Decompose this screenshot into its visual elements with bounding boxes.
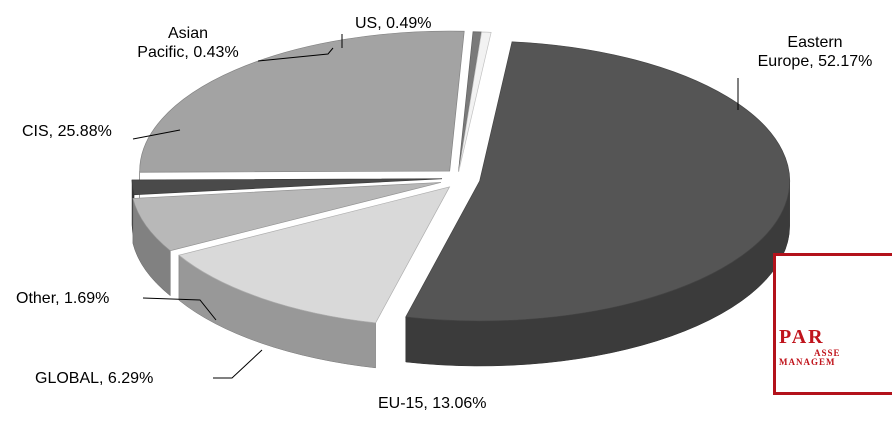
leader-line-5 [213,349,263,379]
label-eu15: EU-15, 13.06% [378,395,487,412]
leader-line-3 [132,129,181,140]
slice-other [131,178,443,196]
slice-cis [139,30,465,173]
label-cis: CIS, 25.88% [22,123,112,140]
slice-eu-15 [178,186,451,324]
leader-line-4 [142,297,217,321]
slice-global [132,182,441,252]
label-global: GLOBAL, 6.29% [35,370,154,387]
leader-line-0 [257,47,334,62]
logo-line-2: ASSE [814,348,841,358]
logo-name: PAR [779,326,825,348]
slice-eastern-europe [405,41,790,322]
slice-us [458,31,492,172]
label-asian-pacific: Asian Pacific, 0.43% [137,25,239,61]
company-logo: PAR ASSE MANAGEM [773,253,892,395]
label-us: US, 0.49% [355,15,432,32]
logo-line-3: MANAGEM [779,357,836,367]
label-eastern-europe: Eastern Europe, 52.17% [757,34,873,70]
label-other: Other, 1.69% [16,290,110,307]
